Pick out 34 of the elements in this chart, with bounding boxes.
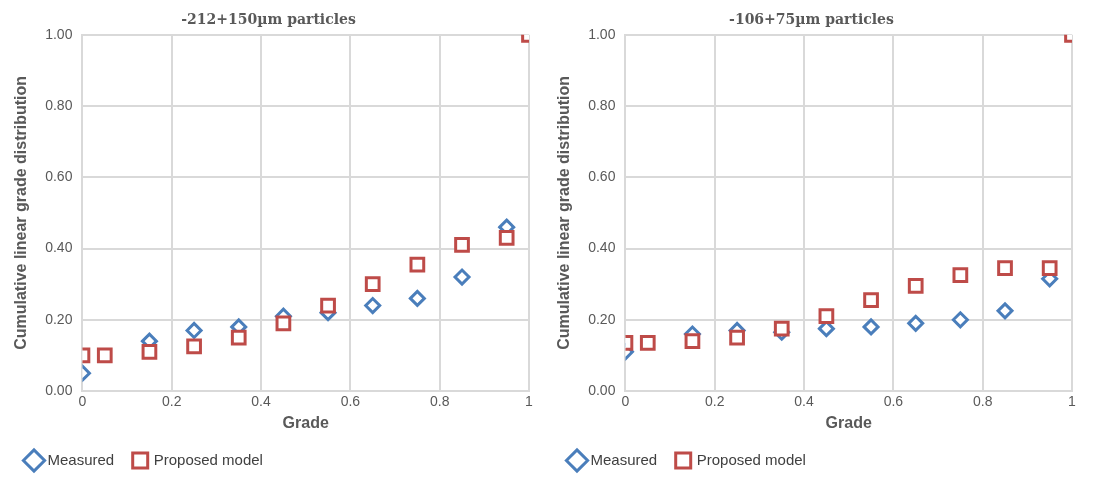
y-tick-label: 0.20 bbox=[588, 310, 616, 327]
legend-label: Proposed model bbox=[696, 450, 806, 468]
x-axis-title: Grade bbox=[282, 413, 329, 431]
y-tick-label: 0.80 bbox=[588, 96, 616, 113]
y-tick-label: 0.80 bbox=[45, 96, 73, 113]
x-tick-label: 1 bbox=[1068, 393, 1077, 410]
y-tick-label: 0.60 bbox=[588, 168, 616, 185]
y-tick-label: 1.00 bbox=[45, 25, 73, 42]
x-tick-label: 0.8 bbox=[429, 393, 450, 410]
x-axis-title: Grade bbox=[825, 413, 872, 431]
chart-title: -106+75µm particles bbox=[729, 11, 895, 28]
x-tick-label: 0.4 bbox=[794, 393, 815, 410]
x-tick-label: 0.2 bbox=[162, 393, 182, 410]
y-tick-label: 0.40 bbox=[45, 239, 73, 256]
x-tick-label: 0.4 bbox=[251, 393, 272, 410]
x-tick-label: 0.2 bbox=[705, 393, 725, 410]
x-tick-label: 0.8 bbox=[972, 393, 993, 410]
y-axis-title: Cumulative linear grade distribution bbox=[12, 75, 30, 350]
chart-title: -212+150µm particles bbox=[181, 11, 356, 28]
x-tick-label: 0 bbox=[78, 393, 87, 410]
legend-label: Measured bbox=[590, 450, 658, 468]
y-tick-label: 0.40 bbox=[588, 239, 616, 256]
y-tick-label: 0.20 bbox=[45, 310, 73, 327]
legend-label: Proposed model bbox=[153, 450, 263, 468]
y-tick-label: 1.00 bbox=[588, 25, 616, 42]
y-tick-label: 0.60 bbox=[45, 168, 73, 185]
x-tick-label: 1 bbox=[525, 393, 534, 410]
y-axis-title: Cumulative linear grade distribution bbox=[555, 75, 573, 350]
x-tick-label: 0 bbox=[621, 393, 630, 410]
legend-label: Measured bbox=[47, 450, 115, 468]
y-tick-label: 0.00 bbox=[45, 381, 73, 398]
x-tick-label: 0.6 bbox=[340, 393, 361, 410]
y-tick-label: 0.00 bbox=[588, 381, 616, 398]
x-tick-label: 0.6 bbox=[883, 393, 904, 410]
